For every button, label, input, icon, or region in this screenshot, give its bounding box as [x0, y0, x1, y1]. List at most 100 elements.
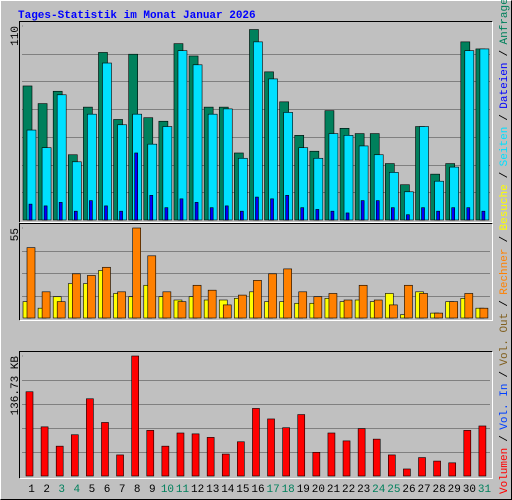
- bar: [224, 205, 229, 221]
- bar: [238, 294, 247, 319]
- bar: [177, 301, 187, 319]
- x-tick-label: 20: [312, 484, 325, 496]
- bar: [388, 454, 396, 477]
- bar: [285, 195, 289, 221]
- x-tick-label: 3: [58, 484, 65, 496]
- bar: [404, 284, 413, 319]
- bar: [464, 50, 475, 221]
- bar: [164, 207, 169, 221]
- bar: [375, 200, 380, 221]
- bar: [343, 135, 354, 221]
- x-tick-label: 31: [478, 484, 492, 496]
- bar: [345, 212, 350, 221]
- x-tick-label: 10: [161, 484, 174, 496]
- x-tick-label: 15: [236, 484, 249, 496]
- bar: [161, 445, 170, 477]
- bar: [298, 291, 308, 319]
- bar: [40, 426, 49, 477]
- bar: [282, 427, 290, 477]
- bar: [147, 255, 157, 319]
- legend-separator: /: [499, 172, 511, 179]
- y-tick-label: 136.73 KB: [10, 356, 22, 416]
- bar: [26, 247, 36, 319]
- bar: [179, 198, 184, 221]
- bar: [464, 293, 474, 319]
- bar: [55, 445, 64, 477]
- x-tick-label: 13: [206, 484, 219, 496]
- legend-entry: Rechner: [499, 249, 511, 295]
- bar: [134, 152, 138, 221]
- bar: [268, 273, 277, 319]
- bar: [131, 355, 139, 477]
- x-tick-label: 27: [417, 484, 430, 496]
- x-tick-label: 26: [402, 484, 415, 496]
- chart-title: Tages-Statistik im Monat Januar 2026: [18, 10, 256, 22]
- legend-entry: Besuche: [499, 184, 511, 230]
- bar: [451, 207, 456, 221]
- legend-entry: Vol. Out: [499, 313, 511, 366]
- bar: [328, 133, 339, 221]
- x-tick-label: 19: [297, 484, 310, 496]
- bar: [192, 64, 203, 221]
- bar: [43, 205, 48, 221]
- bar: [358, 284, 368, 319]
- bar: [389, 304, 398, 319]
- x-tick-label: 17: [266, 484, 279, 496]
- x-tick-label: 12: [191, 484, 204, 496]
- x-tick-label: 28: [433, 484, 446, 496]
- panel-border: [19, 223, 493, 321]
- panel-border: [19, 21, 493, 223]
- bar: [209, 207, 214, 221]
- bar: [267, 418, 275, 477]
- bar: [222, 304, 232, 319]
- bar: [87, 275, 96, 319]
- bar: [436, 210, 440, 221]
- bar: [466, 207, 471, 221]
- bar: [270, 198, 274, 221]
- bar: [162, 126, 173, 221]
- bar: [252, 408, 260, 477]
- bar: [313, 296, 323, 319]
- bar: [237, 441, 245, 477]
- bar: [132, 227, 141, 319]
- bar: [300, 207, 305, 221]
- bar: [406, 214, 410, 221]
- x-tick-label: 23: [357, 484, 370, 496]
- bar: [116, 454, 124, 477]
- bar: [312, 452, 321, 477]
- x-tick-label: 2: [43, 484, 50, 496]
- bar: [238, 157, 248, 221]
- bar: [448, 462, 457, 477]
- bar: [403, 468, 411, 477]
- bar: [56, 94, 67, 221]
- x-tick-label: 1: [28, 484, 35, 496]
- bar: [89, 200, 93, 221]
- x-tick-label: 4: [74, 484, 81, 496]
- bar: [102, 266, 111, 319]
- bar: [418, 457, 426, 477]
- bar: [56, 301, 66, 319]
- bar: [192, 284, 202, 319]
- panel-border: [19, 351, 493, 479]
- x-tick-label: 29: [448, 484, 461, 496]
- bar: [360, 200, 365, 221]
- x-tick-label: 5: [89, 484, 96, 496]
- bar: [222, 108, 233, 221]
- legend-entry: Volumen: [499, 448, 511, 494]
- x-tick-label: 24: [372, 484, 386, 496]
- x-tick-label: 30: [463, 484, 476, 496]
- bar: [117, 291, 126, 319]
- bar: [194, 202, 199, 221]
- bar: [342, 440, 351, 477]
- bar: [391, 207, 395, 221]
- x-tick-label: 25: [387, 484, 400, 496]
- bar: [327, 432, 336, 477]
- x-tick-label: 7: [119, 484, 126, 496]
- bar: [315, 209, 320, 221]
- bar: [146, 430, 155, 477]
- x-tick-label: 18: [282, 484, 295, 496]
- legend-separator: /: [499, 236, 511, 243]
- bar: [449, 301, 459, 319]
